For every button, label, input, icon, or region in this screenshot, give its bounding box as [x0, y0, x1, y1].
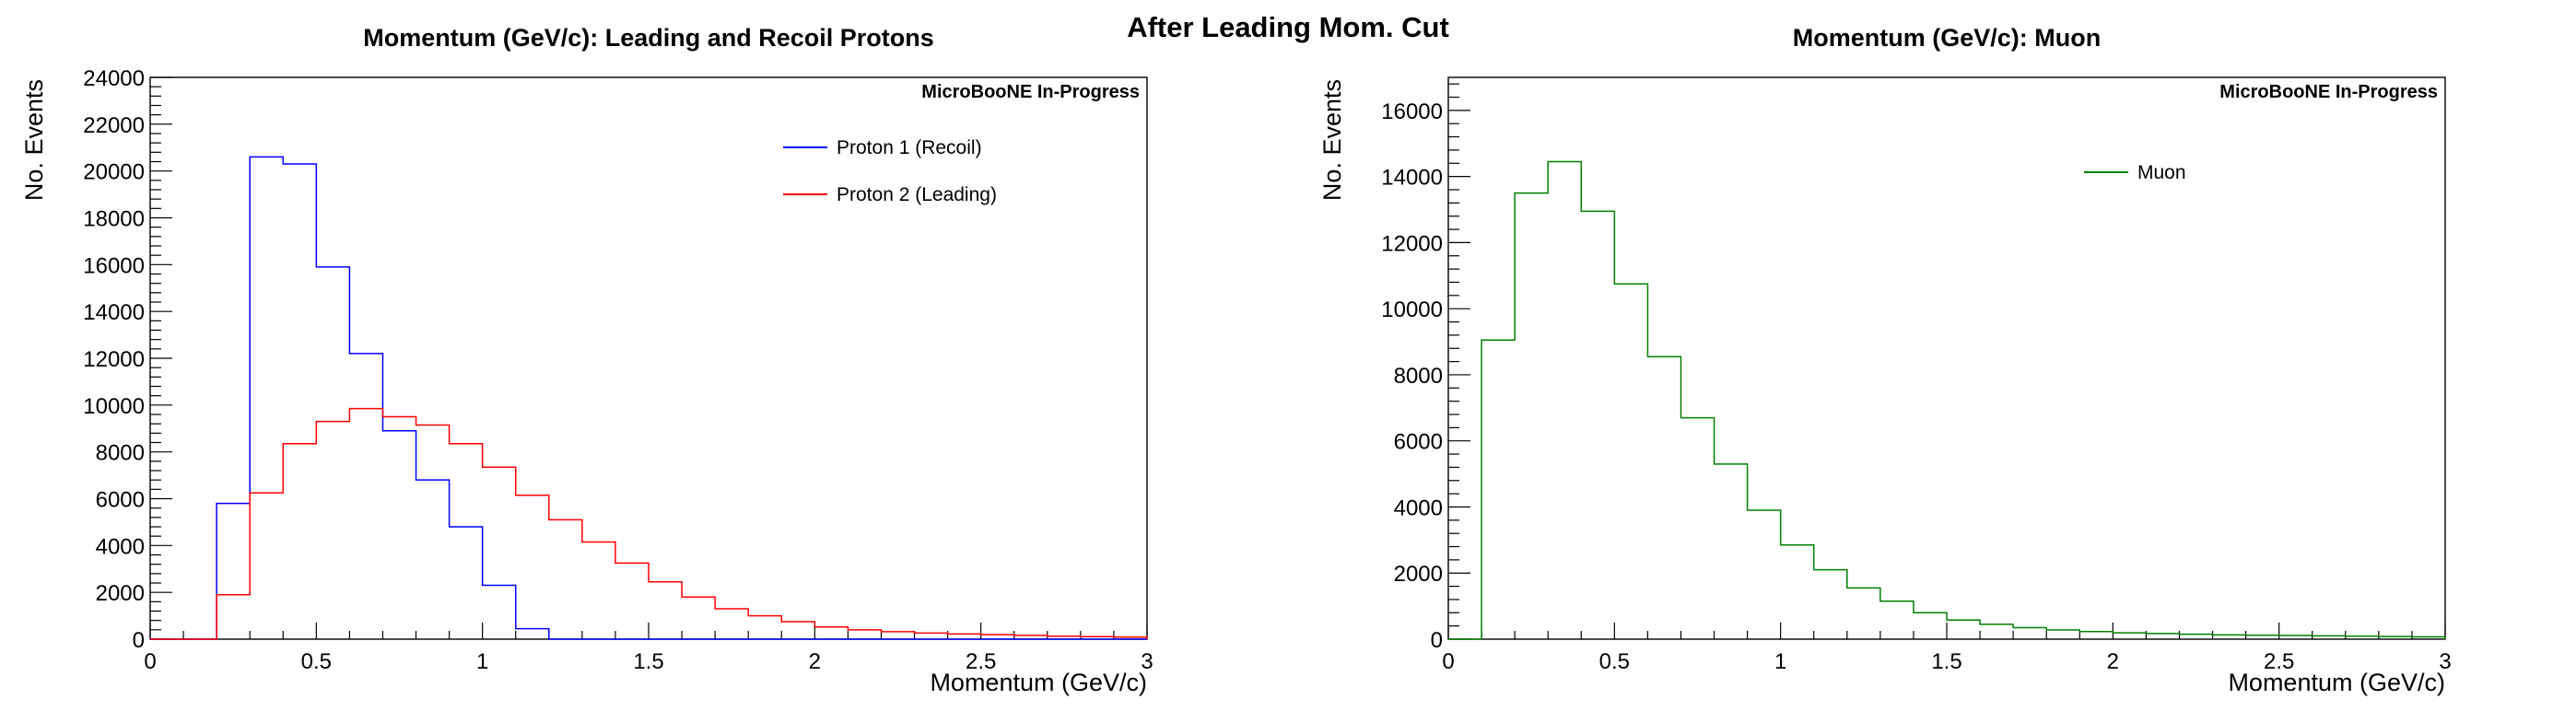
canvas-title: After Leading Mom. Cut: [1127, 11, 1449, 43]
y-tick-label: 20000: [83, 160, 145, 185]
y-tick-label: 6000: [1394, 430, 1443, 455]
legend-label: Muon: [2137, 162, 2186, 183]
x-tick-label: 2: [809, 649, 821, 674]
y-tick-label: 14000: [83, 300, 145, 325]
histogram-series-proton-1-recoil: [150, 156, 1147, 640]
y-tick-label: 0: [1431, 628, 1443, 653]
y-tick-label: 12000: [83, 347, 145, 372]
x-tick-label: 1: [476, 649, 488, 674]
x-axis-label: Momentum (GeV/c): [930, 669, 1147, 696]
y-tick-label: 10000: [83, 394, 145, 419]
y-tick-label: 22000: [83, 113, 145, 138]
y-tick-label: 18000: [83, 207, 145, 232]
x-axis-label: Momentum (GeV/c): [2228, 669, 2445, 696]
x-tick-label: 3: [2439, 649, 2451, 674]
x-tick-label: 0.5: [1599, 649, 1630, 674]
x-tick-label: 0: [144, 649, 156, 674]
histogram-series-proton-2-leading: [150, 407, 1148, 640]
y-tick-label: 6000: [96, 488, 145, 513]
x-tick-label: 1.5: [1931, 649, 1961, 674]
protons-momentum-histogram: Momentum (GeV/c): Leading and Recoil Pro…: [20, 24, 1153, 696]
watermark-label: MicroBooNE In-Progress: [2219, 82, 2438, 102]
x-tick-label: 3: [1141, 649, 1153, 674]
watermark-label: MicroBooNE In-Progress: [921, 82, 1140, 102]
x-tick-label: 2.5: [2264, 649, 2294, 674]
histogram-series-muon: [1448, 160, 2446, 640]
x-tick-label: 0.5: [301, 649, 332, 674]
y-tick-label: 10000: [1381, 297, 1443, 322]
legend-label: Proton 1 (Recoil): [837, 137, 982, 158]
y-tick-label: 24000: [83, 66, 145, 91]
y-tick-label: 16000: [1381, 99, 1443, 124]
y-tick-label: 4000: [96, 534, 145, 559]
x-tick-label: 1.5: [633, 649, 663, 674]
x-tick-label: 0: [1442, 649, 1454, 674]
x-tick-label: 1: [1774, 649, 1786, 674]
y-tick-label: 14000: [1381, 166, 1443, 191]
plot-frame: [149, 76, 1148, 640]
y-axis-label: No. Events: [1318, 79, 1346, 201]
muon-momentum-histogram: Momentum (GeV/c): Muon MicroBooNE In-Prog…: [1318, 24, 2452, 696]
y-tick-label: 2000: [96, 581, 145, 606]
plot-frame: [1447, 76, 2446, 640]
y-tick-label: 8000: [1394, 364, 1443, 389]
y-tick-label: 0: [133, 628, 145, 653]
x-tick-label: 2.5: [966, 649, 996, 674]
y-axis-label: No. Events: [20, 79, 48, 201]
x-tick-label: 2: [2107, 649, 2119, 674]
y-tick-label: 2000: [1394, 562, 1443, 587]
y-tick-label: 8000: [96, 441, 145, 466]
y-tick-label: 16000: [83, 253, 145, 278]
chart-title: Momentum (GeV/c): Leading and Recoil Pro…: [363, 24, 934, 52]
legend-label: Proton 2 (Leading): [837, 184, 997, 205]
y-tick-label: 4000: [1394, 495, 1443, 520]
chart-title: Momentum (GeV/c): Muon: [1793, 24, 2101, 52]
y-tick-label: 12000: [1381, 231, 1443, 256]
